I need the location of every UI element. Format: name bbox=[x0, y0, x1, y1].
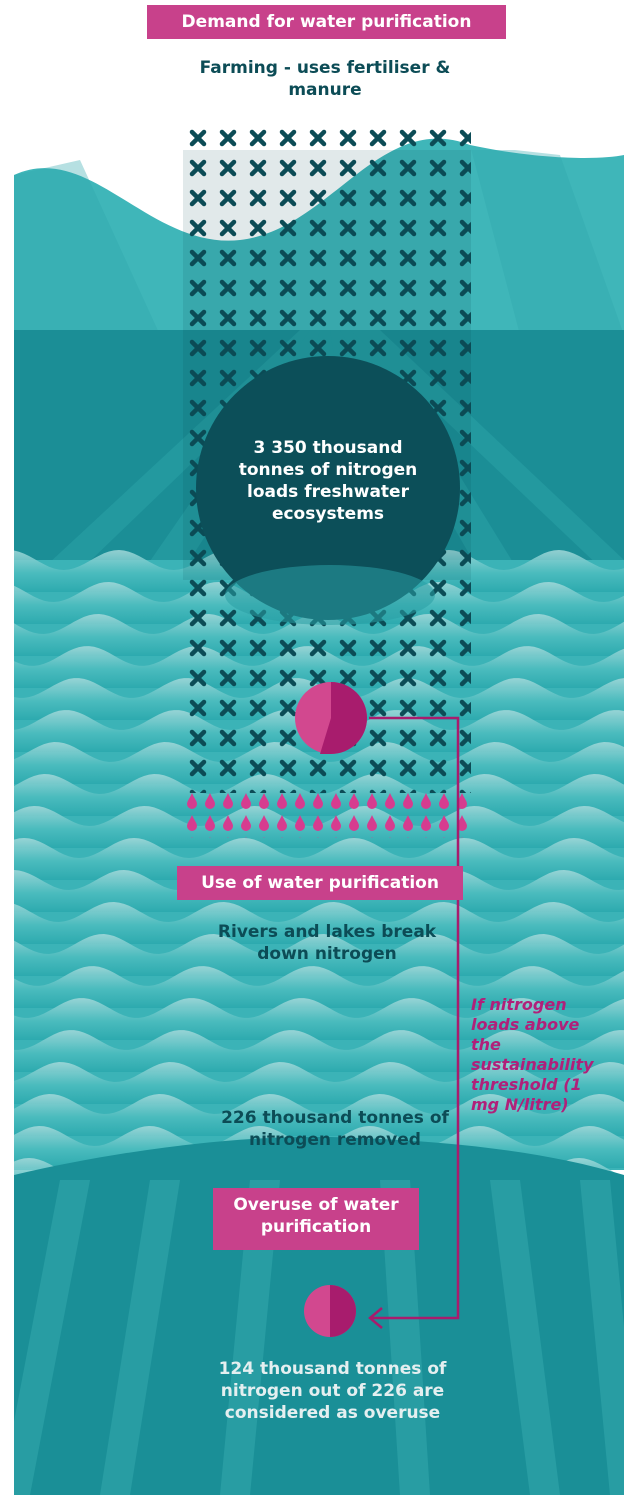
arrow-left-icon bbox=[368, 1307, 383, 1329]
connector-line bbox=[369, 716, 460, 1320]
demand-title: Demand for water purification bbox=[147, 5, 506, 39]
removed-text: 226 thousand tonnes of nitrogen removed bbox=[221, 1108, 449, 1150]
use-title: Use of water purification bbox=[177, 866, 463, 900]
overuse-pie bbox=[304, 1285, 356, 1337]
use-subtitle: Rivers and lakes break down nitrogen bbox=[217, 922, 437, 964]
overuse-text: 124 thousand tonnes of nitrogen out of 2… bbox=[218, 1359, 447, 1423]
threshold-note: If nitrogen loads above the sustainabili… bbox=[471, 995, 594, 1114]
droplet-icon-grid bbox=[183, 790, 471, 838]
nitrogen-load-circle bbox=[196, 356, 460, 620]
removed-pie bbox=[295, 682, 367, 754]
source-label: Farming - uses fertiliser & manure bbox=[199, 58, 451, 100]
overuse-title: Overuse of water purification bbox=[213, 1188, 419, 1250]
nitrogen-load-text: 3 350 thousand tonnes of nitrogen loads … bbox=[238, 438, 418, 524]
